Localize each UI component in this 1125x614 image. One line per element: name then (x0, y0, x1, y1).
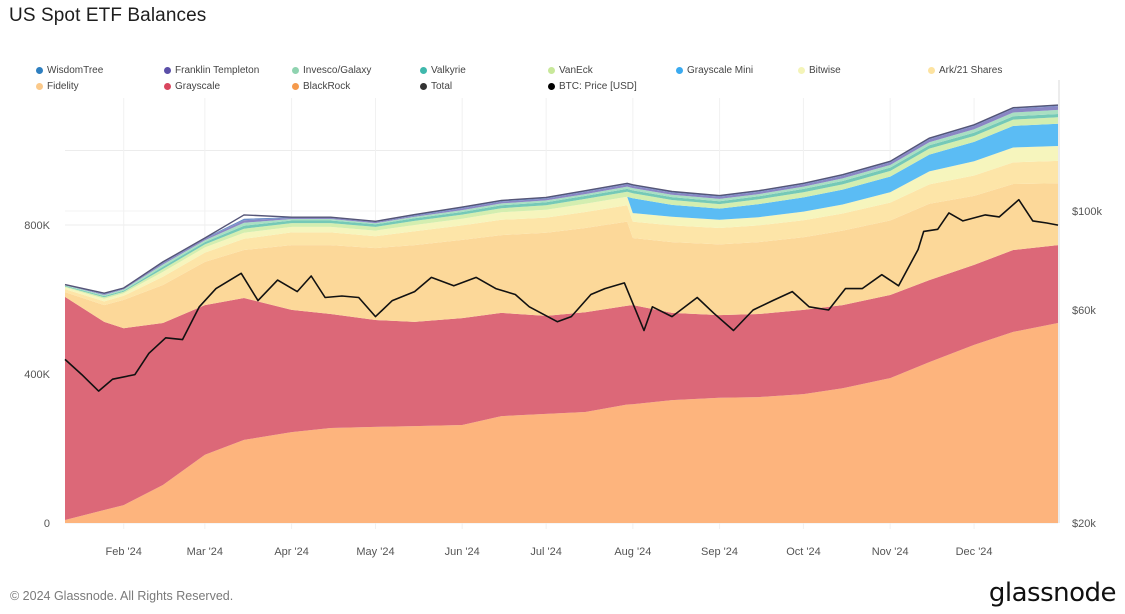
legend-dot-icon (676, 67, 683, 74)
legend-dot-icon (292, 67, 299, 74)
legend-item-blackrock[interactable]: BlackRock (292, 81, 350, 92)
x-tick-label: May '24 (356, 546, 394, 558)
legend-label: WisdomTree (47, 65, 104, 76)
legend-dot-icon (928, 67, 935, 74)
legend-dot-icon (164, 83, 171, 90)
legend-label: Franklin Templeton (175, 65, 260, 76)
area-blackrock (65, 323, 1058, 523)
x-tick-label: Sep '24 (701, 546, 738, 558)
legend-item-grayscale-mini[interactable]: Grayscale Mini (676, 65, 753, 76)
legend-item-bitwise[interactable]: Bitwise (798, 65, 841, 76)
legend-item-fidelity[interactable]: Fidelity (36, 81, 79, 92)
legend-label: Grayscale (175, 81, 221, 92)
legend-label: Bitwise (809, 65, 841, 76)
y2-tick-label: $20k (1072, 518, 1096, 530)
y-tick-label: 400K (24, 369, 50, 381)
legend-label: Total (431, 81, 453, 92)
legend-item-vaneck[interactable]: VanEck (548, 65, 593, 76)
x-tick-label: Jul '24 (530, 546, 561, 558)
legend-label: BlackRock (303, 81, 351, 92)
legend-label: Valkyrie (431, 65, 466, 76)
legend-dot-icon (36, 67, 43, 74)
legend-item-grayscale[interactable]: Grayscale (164, 81, 220, 92)
legend-dot-icon (292, 83, 299, 90)
area-fidelity (65, 183, 1058, 329)
x-tick-label: Apr '24 (274, 546, 309, 558)
chart-legend: WisdomTree Franklin Templeton Invesco/Gala… (36, 65, 1096, 97)
legend-label: Grayscale Mini (687, 65, 754, 76)
line-total (64, 104, 1059, 294)
legend-item-valkyrie[interactable]: Valkyrie (420, 65, 466, 76)
copyright-text: © 2024 Glassnode. All Rights Reserved. (10, 589, 234, 603)
y-tick-label: 800K (24, 220, 50, 232)
x-axis: Feb '24 Mar '24 Apr '24 May '24 Jun '24 Jul '… (106, 546, 993, 558)
x-tick-label: Nov '24 (872, 546, 909, 558)
legend-label: Invesco/Galaxy (303, 65, 372, 76)
legend-dot-icon (798, 67, 805, 74)
legend-item-invesco-galaxy[interactable]: Invesco/Galaxy (292, 65, 371, 76)
legend-row-1: WisdomTree Franklin Templeton Invesco/Gala… (36, 65, 1096, 81)
legend-label: BTC: Price [USD] (559, 81, 637, 92)
glassnode-logo[interactable]: glassnode (988, 578, 1117, 608)
legend-label: Fidelity (47, 81, 79, 92)
stacked-areas (65, 105, 1058, 523)
x-tick-label: Aug '24 (614, 546, 651, 558)
legend-item-total[interactable]: Total (420, 81, 452, 92)
x-tick-label: Dec '24 (956, 546, 993, 558)
legend-dot-icon (36, 83, 43, 90)
legend-label: VanEck (559, 65, 593, 76)
line-btc-price (64, 198, 1059, 392)
legend-item-franklin-templeton[interactable]: Franklin Templeton (164, 65, 259, 76)
y-axis-right: $20k $60k $100k (1072, 206, 1102, 530)
y-axis-left: 0 400K 800K (24, 220, 50, 530)
y-tick-label: 0 (44, 518, 50, 530)
x-tick-label: Feb '24 (106, 546, 142, 558)
legend-dot-icon (420, 83, 427, 90)
legend-item-wisdomtree[interactable]: WisdomTree (36, 65, 103, 76)
legend-row-2: Fidelity Grayscale BlackRock Total BTC: Pric… (36, 81, 1096, 97)
legend-dot-icon (548, 83, 555, 90)
line-series (64, 104, 1059, 392)
y2-tick-label: $100k (1072, 206, 1102, 218)
legend-dot-icon (164, 67, 171, 74)
chart-title: US Spot ETF Balances (9, 5, 207, 26)
x-tick-label: Mar '24 (187, 546, 223, 558)
legend-item-ark-21-shares[interactable]: Ark/21 Shares (928, 65, 1002, 76)
legend-dot-icon (420, 67, 427, 74)
legend-dot-icon (548, 67, 555, 74)
area-grayscale (65, 245, 1058, 520)
x-tick-label: Oct '24 (786, 546, 821, 558)
legend-label: Ark/21 Shares (939, 65, 1003, 76)
x-tick-label: Jun '24 (445, 546, 480, 558)
legend-item-btc-price-usd-[interactable]: BTC: Price [USD] (548, 81, 637, 92)
y2-tick-label: $60k (1072, 305, 1096, 317)
